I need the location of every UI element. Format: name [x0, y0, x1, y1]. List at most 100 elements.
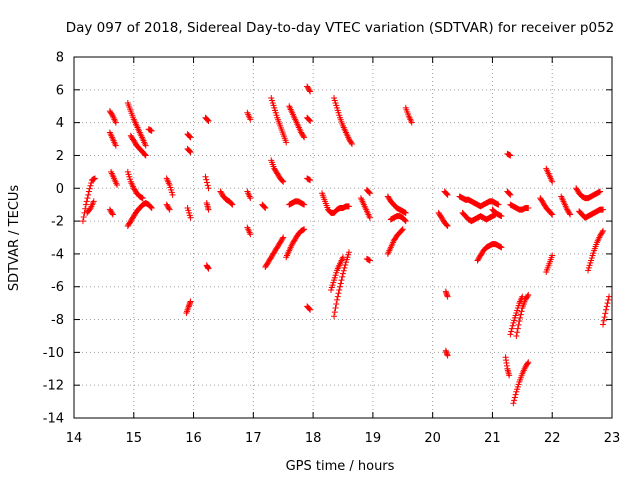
x-tick-label: 22 — [544, 431, 561, 446]
series-s64 — [537, 195, 556, 218]
series-s18 — [183, 298, 194, 316]
data-point — [506, 372, 513, 379]
y-tick-label: -6 — [51, 280, 64, 295]
chart-title: Day 097 of 2018, Sidereal Day-to-day VTE… — [66, 20, 615, 36]
data-point — [340, 254, 346, 261]
series-s29 — [268, 95, 290, 146]
data-point — [169, 191, 176, 198]
data-point — [279, 235, 286, 242]
data-point — [508, 325, 515, 332]
data-point — [600, 206, 607, 213]
y-tick-label: 4 — [56, 116, 64, 131]
x-tick-label: 19 — [365, 431, 382, 446]
data-point — [515, 321, 522, 328]
x-tick-label: 21 — [484, 431, 501, 446]
data-point — [338, 277, 345, 284]
data-point — [187, 149, 194, 156]
data-point — [85, 191, 92, 198]
data-point — [186, 148, 193, 155]
y-tick-label: -10 — [43, 346, 64, 361]
data-point — [204, 179, 211, 186]
data-point — [549, 178, 556, 185]
series-s31 — [286, 103, 308, 141]
series-s32 — [283, 226, 308, 261]
data-point — [148, 127, 155, 134]
data-point — [334, 293, 341, 300]
y-axis-label: SDTVAR / TECUs — [7, 185, 22, 292]
data-point — [283, 139, 290, 146]
data-point — [306, 305, 313, 312]
y-tick-label: -12 — [43, 379, 64, 394]
series-s23 — [217, 188, 236, 208]
data-point — [331, 309, 338, 316]
data-points — [79, 83, 613, 407]
data-point — [88, 179, 95, 186]
series-s08 — [127, 132, 149, 159]
data-point — [148, 204, 155, 211]
data-point — [444, 352, 451, 359]
data-point — [513, 332, 520, 339]
data-point — [331, 313, 338, 320]
data-point — [345, 203, 352, 210]
y-tick-label: 8 — [56, 51, 64, 66]
series-s51 — [442, 288, 451, 300]
data-point — [366, 257, 373, 264]
data-point — [142, 142, 149, 149]
data-point — [507, 191, 514, 198]
series-s19 — [202, 114, 212, 124]
series-s20 — [202, 173, 212, 192]
data-point — [335, 290, 342, 297]
x-tick-label: 15 — [126, 431, 143, 446]
data-point — [443, 191, 450, 198]
data-point — [549, 211, 556, 218]
x-tick-label: 17 — [245, 431, 262, 446]
data-point — [307, 306, 314, 313]
data-point — [141, 151, 148, 158]
x-tick-label: 14 — [66, 431, 83, 446]
data-point — [366, 214, 373, 221]
series-s04 — [106, 129, 119, 149]
series-s45 — [384, 193, 409, 216]
series-s12 — [145, 126, 155, 134]
data-point — [301, 226, 308, 233]
data-point — [301, 134, 308, 141]
data-point — [247, 231, 254, 238]
data-point — [408, 119, 415, 126]
data-point — [443, 222, 450, 229]
series-s65 — [543, 165, 556, 185]
data-point — [506, 191, 513, 198]
data-point — [402, 218, 409, 225]
data-point — [340, 270, 346, 277]
data-point — [334, 296, 341, 303]
series-s36 — [304, 175, 314, 184]
data-point — [402, 217, 409, 224]
series-s50 — [441, 188, 451, 198]
data-point — [342, 261, 349, 268]
data-point — [79, 218, 86, 225]
data-point — [109, 211, 116, 218]
series-s07 — [124, 99, 149, 149]
data-point — [112, 142, 119, 149]
x-tick-label: 16 — [185, 431, 202, 446]
axis-ticks: 14 15 16 17 18 19 20 21 22 23 -14 -12 -10 -8 -6 -4 -2 0 2 4… — [43, 51, 621, 447]
data-point — [165, 205, 172, 212]
data-point — [567, 211, 574, 218]
data-point — [83, 198, 90, 205]
series-s13 — [163, 175, 176, 198]
data-point — [337, 283, 344, 290]
data-point — [399, 226, 406, 233]
series-s52 — [442, 347, 451, 359]
series-s58 — [504, 188, 514, 198]
series-s44 — [363, 255, 373, 264]
data-point — [301, 201, 308, 208]
series-s38 — [319, 190, 352, 216]
series-s57 — [504, 150, 514, 159]
data-point — [498, 213, 505, 220]
data-point — [205, 185, 212, 192]
data-point — [566, 210, 573, 217]
x-tick-label: 23 — [604, 431, 621, 446]
series-s63 — [513, 291, 532, 339]
series-s14 — [163, 201, 173, 213]
